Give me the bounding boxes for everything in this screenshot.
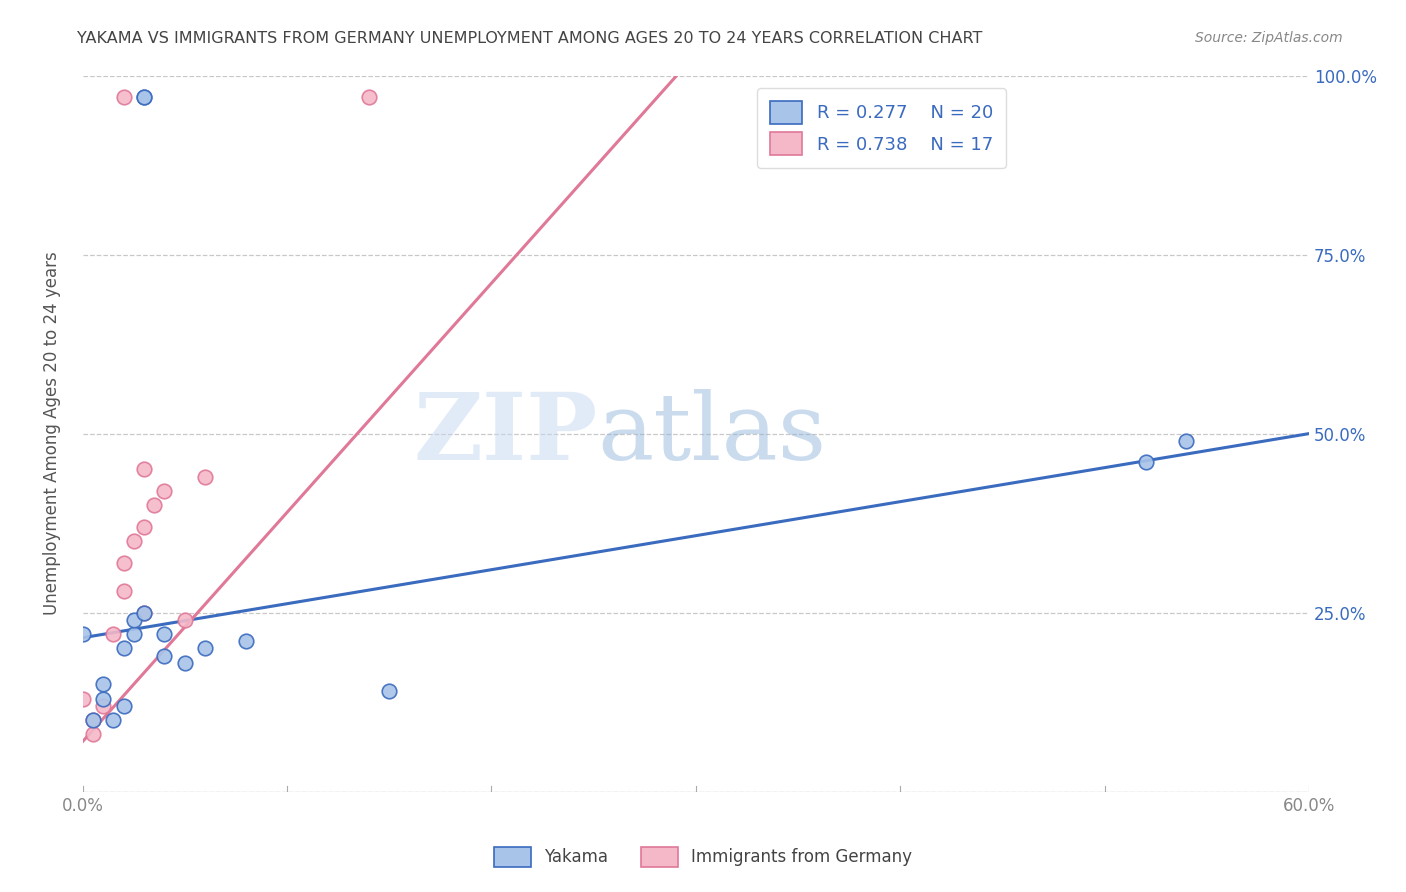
Text: YAKAMA VS IMMIGRANTS FROM GERMANY UNEMPLOYMENT AMONG AGES 20 TO 24 YEARS CORRELA: YAKAMA VS IMMIGRANTS FROM GERMANY UNEMPL… [77, 31, 983, 46]
Point [132, 606, 155, 620]
Point [122, 534, 145, 549]
Point [132, 606, 155, 620]
Point [82, 727, 104, 741]
Point [132, 90, 155, 104]
Point [194, 469, 217, 483]
Text: atlas: atlas [598, 389, 827, 479]
Point [153, 627, 176, 641]
Legend: R = 0.277    N = 20, R = 0.738    N = 17: R = 0.277 N = 20, R = 0.738 N = 17 [758, 88, 1005, 168]
Point [72, 627, 94, 641]
Point [194, 641, 217, 656]
Point [132, 462, 155, 476]
Point [153, 483, 176, 498]
Point [72, 691, 94, 706]
Point [132, 90, 155, 104]
Point [112, 698, 135, 713]
Point [143, 498, 166, 512]
Text: Source: ZipAtlas.com: Source: ZipAtlas.com [1195, 31, 1343, 45]
Point [103, 713, 125, 727]
Point [112, 90, 135, 104]
Point [1135, 455, 1157, 469]
Point [91, 691, 114, 706]
Point [378, 684, 401, 698]
Point [112, 641, 135, 656]
Point [112, 584, 135, 599]
Point [357, 90, 380, 104]
Point [153, 648, 176, 663]
Point [91, 698, 114, 713]
Text: ZIP: ZIP [413, 389, 598, 479]
Point [82, 713, 104, 727]
Point [235, 634, 257, 648]
Point [91, 677, 114, 691]
Point [1175, 434, 1198, 448]
Point [103, 627, 125, 641]
Point [132, 519, 155, 533]
Point [173, 656, 195, 670]
Point [122, 613, 145, 627]
Point [122, 627, 145, 641]
Point [82, 713, 104, 727]
Point [112, 556, 135, 570]
Point [173, 613, 195, 627]
Legend: Yakama, Immigrants from Germany: Yakama, Immigrants from Germany [486, 840, 920, 873]
Y-axis label: Unemployment Among Ages 20 to 24 years: Unemployment Among Ages 20 to 24 years [44, 252, 60, 615]
